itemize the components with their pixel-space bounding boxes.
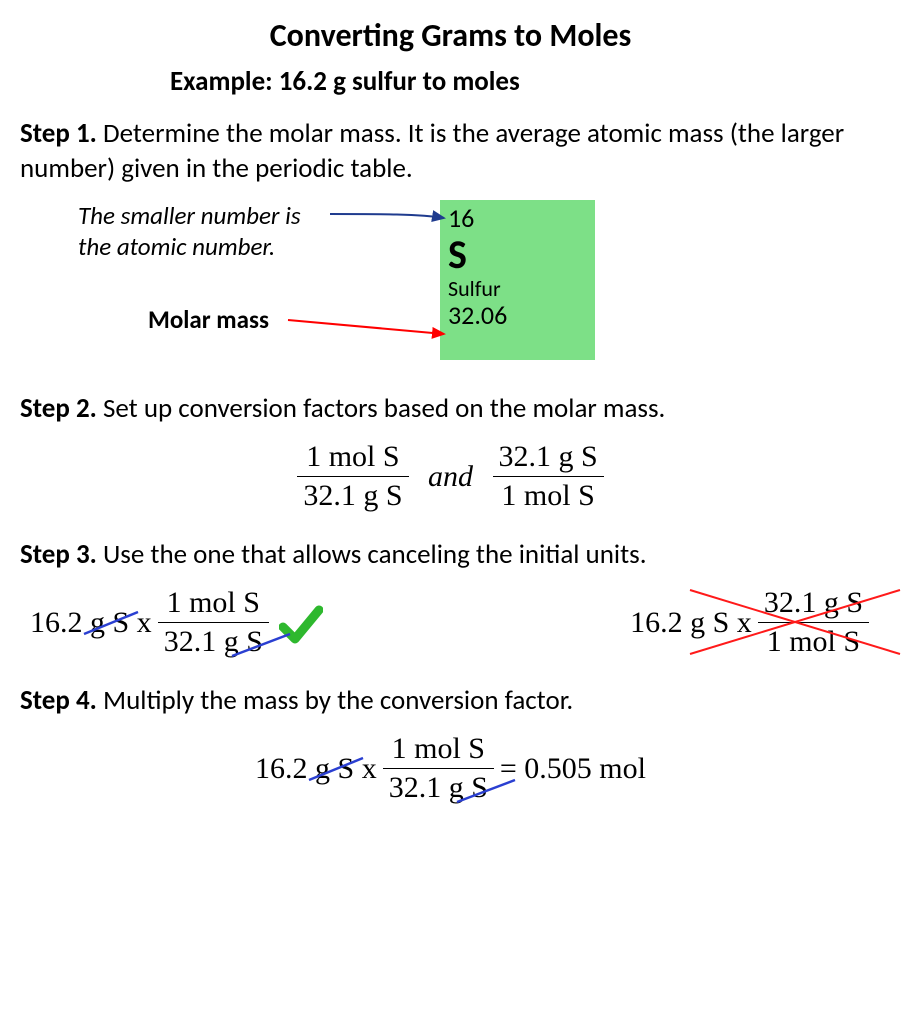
factor-2: 32.1 g S 1 mol S xyxy=(493,440,604,513)
example-subtitle: Example: 16.2 g sulfur to moles xyxy=(170,65,881,98)
right-num: 32.1 g S xyxy=(758,586,869,622)
factor-2-numerator: 32.1 g S xyxy=(493,440,604,476)
step-2-text: Set up conversion factors based on the m… xyxy=(103,392,665,425)
final-num: 1 mol S xyxy=(383,732,494,768)
conversion-factors: 1 mol S 32.1 g S and 32.1 g S 1 mol S xyxy=(20,440,881,513)
step-2: Step 2. Set up conversion factors based … xyxy=(20,391,881,426)
checkmark-icon xyxy=(279,604,323,653)
factor-1-denominator: 32.1 g S xyxy=(297,476,408,513)
step-3-label: Step 3. xyxy=(20,538,97,571)
step-1: Step 1. Determine the molar mass. It is … xyxy=(20,116,881,186)
left-den: 32.1 g S xyxy=(158,622,269,659)
wrong-expression: 16.2 g S x 32.1 g S 1 mol S xyxy=(630,586,869,659)
final-result: = 0.505 mol xyxy=(500,752,646,786)
final-den: 32.1 g S xyxy=(383,768,494,805)
left-coef: 16.2 g S x xyxy=(30,606,152,640)
element-name: Sulfur xyxy=(448,277,587,301)
correct-expression-wrap: 16.2 g S x 1 mol S 32.1 g S xyxy=(30,586,323,659)
step-3-text: Use the one that allows canceling the in… xyxy=(103,538,647,571)
step-2-label: Step 2. xyxy=(20,392,97,425)
page-title: Converting Grams to Moles xyxy=(20,16,881,55)
correct-expression: 16.2 g S x 1 mol S 32.1 g S xyxy=(30,586,269,659)
right-den: 1 mol S xyxy=(758,622,869,659)
arrow-to-molar-mass xyxy=(20,300,450,340)
element-symbol: S xyxy=(448,233,587,277)
note-line-2: the atomic number. xyxy=(78,231,275,262)
element-tile: 16 S Sulfur 32.06 xyxy=(440,200,595,360)
step-4: Step 4. Multiply the mass by the convers… xyxy=(20,683,881,718)
step-1-label: Step 1. xyxy=(20,117,97,150)
and-word: and xyxy=(428,460,473,493)
atomic-number: 16 xyxy=(448,204,587,233)
step-4-label: Step 4. xyxy=(20,684,97,717)
arrow-to-atomic-number xyxy=(20,200,450,230)
element-mass: 32.06 xyxy=(448,301,587,330)
factor-2-denominator: 1 mol S xyxy=(493,476,604,513)
right-fraction: 32.1 g S 1 mol S xyxy=(758,586,869,659)
step-4-calculation: 16.2 g S x 1 mol S 32.1 g S = 0.505 mol xyxy=(20,732,881,805)
step-4-text: Multiply the mass by the conversion fact… xyxy=(103,684,573,717)
step-3-row: 16.2 g S x 1 mol S 32.1 g S 16.2 g S x 3… xyxy=(30,586,881,659)
factor-1: 1 mol S 32.1 g S xyxy=(297,440,408,513)
right-coef: 16.2 g S x xyxy=(630,606,752,640)
final-expression: 16.2 g S x 1 mol S 32.1 g S = 0.505 mol xyxy=(255,732,646,805)
final-fraction: 1 mol S 32.1 g S xyxy=(383,732,494,805)
final-coef: 16.2 g S x xyxy=(255,752,377,786)
step-3: Step 3. Use the one that allows cancelin… xyxy=(20,537,881,572)
final-expression-wrap: 16.2 g S x 1 mol S 32.1 g S = 0.505 mol xyxy=(255,732,646,805)
periodic-table-diagram: The smaller number is the atomic number.… xyxy=(20,200,881,375)
left-num: 1 mol S xyxy=(158,586,269,622)
wrong-expression-wrap: 16.2 g S x 32.1 g S 1 mol S xyxy=(630,586,869,659)
step-1-text: Determine the molar mass. It is the aver… xyxy=(20,117,844,185)
left-fraction: 1 mol S 32.1 g S xyxy=(158,586,269,659)
factor-1-numerator: 1 mol S xyxy=(297,440,408,476)
